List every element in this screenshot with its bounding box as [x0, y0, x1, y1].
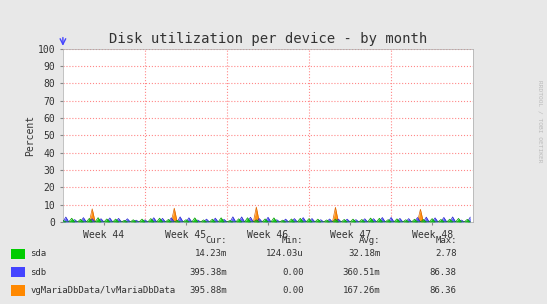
Text: RRDTOOL / TOBI OETIKER: RRDTOOL / TOBI OETIKER	[538, 80, 543, 163]
Text: 0.00: 0.00	[282, 286, 304, 295]
Text: 86.38: 86.38	[430, 268, 457, 277]
Text: 32.18m: 32.18m	[348, 249, 380, 258]
Text: 395.88m: 395.88m	[189, 286, 227, 295]
Text: 14.23m: 14.23m	[195, 249, 227, 258]
Text: 167.26m: 167.26m	[342, 286, 380, 295]
Text: 2.78: 2.78	[435, 249, 457, 258]
Text: Cur:: Cur:	[206, 236, 227, 245]
Text: vgMariaDbData/lvMariaDbData: vgMariaDbData/lvMariaDbData	[30, 286, 175, 295]
Text: 360.51m: 360.51m	[342, 268, 380, 277]
Text: 0.00: 0.00	[282, 268, 304, 277]
Text: sda: sda	[30, 249, 46, 258]
Y-axis label: Percent: Percent	[25, 115, 35, 156]
Text: 86.36: 86.36	[430, 286, 457, 295]
Text: Max:: Max:	[435, 236, 457, 245]
Text: sdb: sdb	[30, 268, 46, 277]
Text: 395.38m: 395.38m	[189, 268, 227, 277]
Text: 124.03u: 124.03u	[266, 249, 304, 258]
Text: Avg:: Avg:	[359, 236, 380, 245]
Title: Disk utilization per device - by month: Disk utilization per device - by month	[109, 32, 427, 46]
Text: Min:: Min:	[282, 236, 304, 245]
